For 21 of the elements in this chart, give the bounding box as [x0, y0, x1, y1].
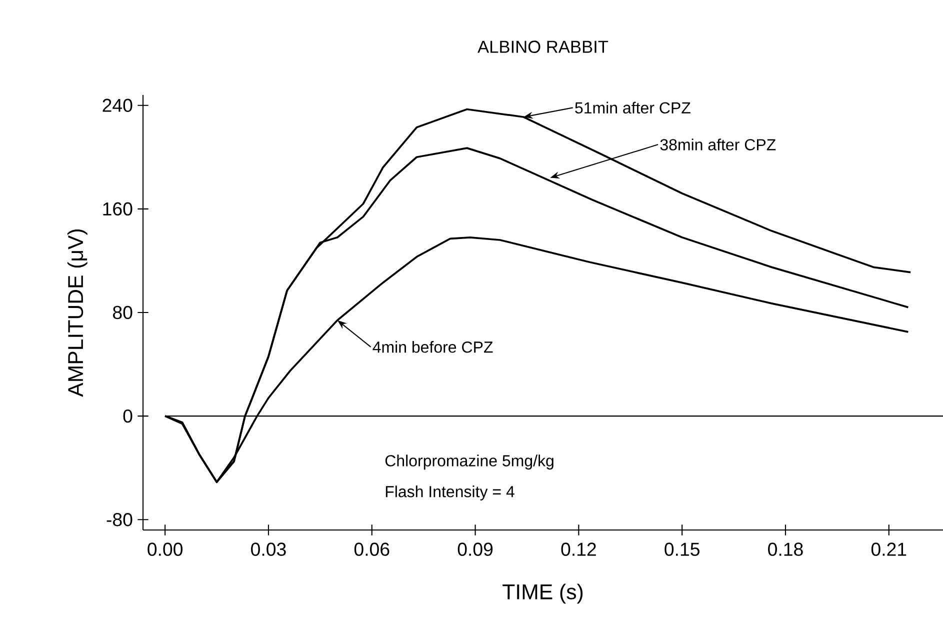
chart-title: ALBINO RABBIT — [478, 40, 608, 53]
x-axis-title: TIME (s) — [502, 584, 583, 604]
y-tick-label: -80 — [106, 513, 132, 526]
x-tick-label: 0.00 — [148, 542, 183, 556]
x-tick-label: 0.21 — [871, 542, 906, 556]
x-tick-label: 0.03 — [251, 542, 286, 556]
y-tick-label: 80 — [113, 306, 132, 320]
annotation: Flash Intensity = 4 — [386, 486, 514, 500]
y-tick-label: 160 — [103, 202, 132, 216]
x-tick-label: 0.15 — [664, 542, 700, 556]
annotation: 4min before CPZ — [372, 341, 493, 353]
y-axis-title: AMPLITUDE (μV) — [67, 229, 88, 397]
annotation: 38min after CPZ — [660, 138, 776, 150]
annotation: 51min after CPZ — [575, 102, 690, 114]
x-tick-label: 0.18 — [768, 542, 803, 556]
x-tick-label: 0.12 — [561, 542, 596, 556]
y-tick-label: 240 — [102, 98, 132, 112]
x-tick-label: 0.09 — [458, 542, 493, 556]
y-tick-label: 0 — [123, 409, 132, 423]
x-tick-label: 0.06 — [354, 542, 390, 556]
annotation: Chlorpromazine 5mg/kg — [385, 454, 554, 470]
